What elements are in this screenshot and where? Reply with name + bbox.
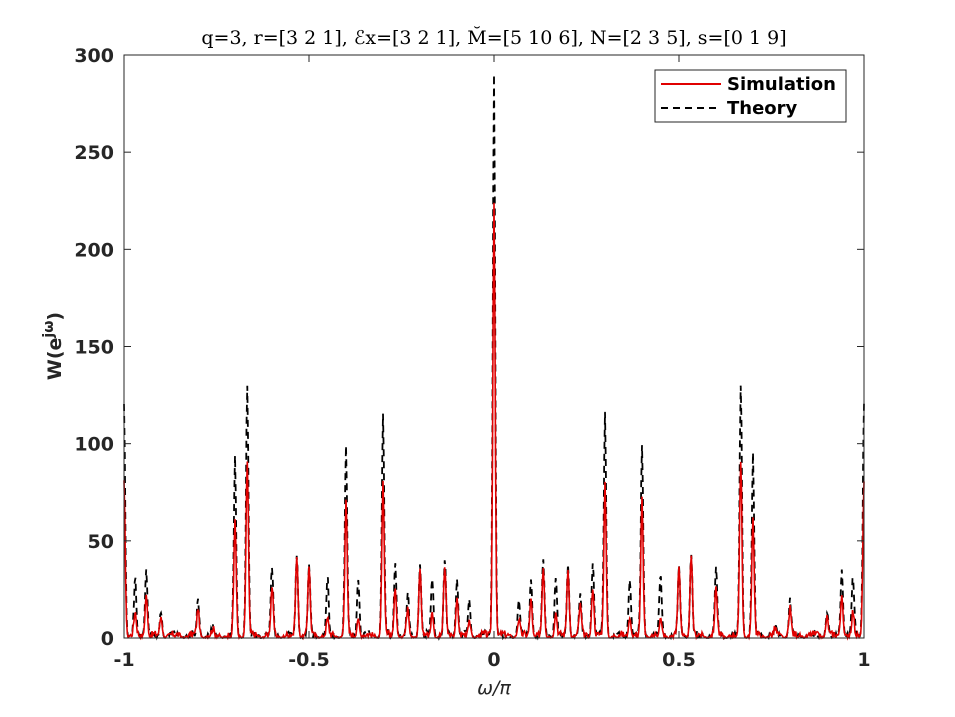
x-tick-label: 0	[487, 649, 500, 671]
legend: Simulation Theory	[654, 69, 847, 123]
x-ticks: -1 -0.5 0 0.5 1	[113, 55, 871, 671]
y-axis-label-sup: jω	[41, 321, 57, 339]
x-axis-label: ω/π	[477, 677, 511, 699]
chart-title: q=3, r=[3 2 1], ℰx=[3 2 1], M̆=[5 10 6],…	[201, 27, 786, 49]
y-ticks: 0 50 100 150 200 250 300	[74, 45, 864, 650]
y-axis-label-base: W(e	[44, 338, 66, 381]
legend-box	[654, 69, 847, 123]
x-tick-label: -1	[113, 649, 134, 671]
y-tick-label: 150	[74, 337, 114, 359]
legend-label-theory: Theory	[727, 98, 798, 119]
x-tick-label: 0.5	[662, 649, 696, 671]
y-tick-label: 50	[88, 531, 114, 553]
series-line-simulation	[123, 202, 865, 641]
y-axis-label: W(ejω)	[41, 312, 66, 380]
y-tick-label: 200	[74, 239, 114, 261]
x-tick-label: 1	[857, 649, 870, 671]
y-tick-label: 100	[74, 434, 114, 456]
y-tick-label: 0	[101, 628, 114, 650]
x-tick-label: -0.5	[288, 649, 330, 671]
y-tick-label: 300	[74, 45, 114, 67]
y-axis-label-close: )	[44, 312, 66, 321]
legend-label-simulation: Simulation	[727, 74, 836, 95]
series-line-theory	[123, 74, 865, 642]
y-tick-label: 250	[74, 142, 114, 164]
plot-area	[123, 55, 865, 642]
series-layer	[123, 74, 865, 642]
